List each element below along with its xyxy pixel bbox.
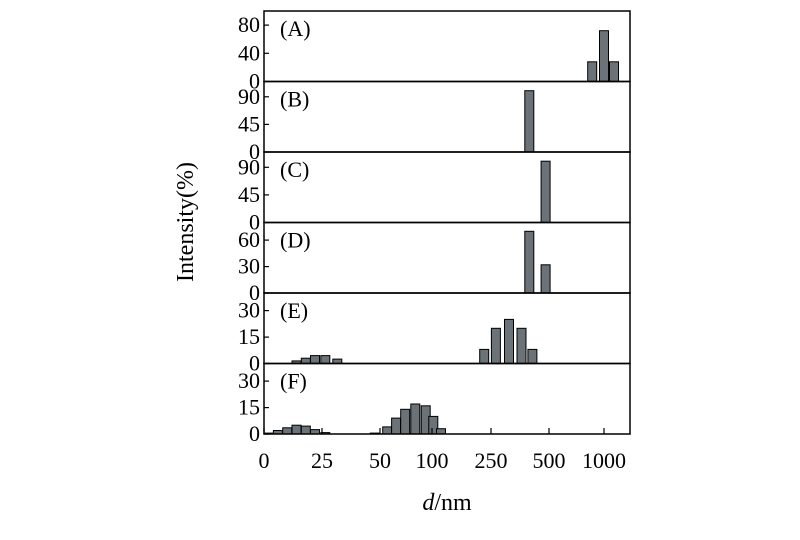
bar-b-0 bbox=[524, 90, 535, 153]
bar-d-0 bbox=[524, 230, 535, 294]
y-tick-label: 0 bbox=[249, 69, 260, 94]
bar-e-5 bbox=[479, 348, 490, 364]
bar-c-0 bbox=[540, 160, 551, 223]
bar-f-9 bbox=[391, 417, 402, 435]
panel-frame bbox=[263, 362, 631, 435]
bar-e-7 bbox=[504, 318, 514, 364]
x-tick-label: 50 bbox=[369, 448, 391, 473]
y-tick-label: 0 bbox=[249, 280, 260, 305]
y-axis-title: Intensity(%) bbox=[173, 162, 199, 282]
y-tick-label: 90 bbox=[238, 84, 260, 109]
bar-e-8 bbox=[516, 327, 527, 365]
y-tick-label: 45 bbox=[238, 182, 260, 207]
panel-frame bbox=[263, 80, 631, 153]
panel-label: (D) bbox=[280, 228, 311, 253]
panel-label: (B) bbox=[280, 87, 309, 112]
bar-f-10 bbox=[400, 408, 411, 435]
bar-a-2 bbox=[609, 61, 619, 82]
bar-e-2 bbox=[310, 355, 320, 365]
bar-e-1 bbox=[300, 357, 311, 365]
y-tick-label: 0 bbox=[249, 421, 260, 446]
bar-a-1 bbox=[599, 30, 609, 82]
bar-f-4 bbox=[300, 425, 311, 435]
bar-e-6 bbox=[490, 327, 501, 365]
y-tick-label: 40 bbox=[238, 40, 260, 65]
y-tick-label: 0 bbox=[249, 351, 260, 376]
bar-d-1 bbox=[540, 264, 551, 294]
x-tick-label: 0 bbox=[259, 448, 270, 473]
bar-a-0 bbox=[587, 61, 598, 82]
bar-e-9 bbox=[527, 348, 538, 364]
y-tick-label: 80 bbox=[238, 12, 260, 37]
x-axis-title: d/nm bbox=[422, 490, 472, 516]
panel-frame bbox=[263, 221, 631, 294]
y-tick-label: 30 bbox=[238, 368, 260, 393]
panel-label: (C) bbox=[280, 157, 309, 182]
y-tick-label: 0 bbox=[249, 210, 260, 235]
x-tick-label: 250 bbox=[475, 448, 508, 473]
panel-frame bbox=[263, 10, 631, 83]
bar-f-3 bbox=[291, 424, 302, 435]
x-tick-label: 500 bbox=[533, 448, 566, 473]
bar-f-14 bbox=[436, 428, 446, 435]
panel-label: (E) bbox=[280, 298, 308, 323]
x-tick-label: 100 bbox=[416, 448, 449, 473]
panel-frame bbox=[263, 292, 631, 365]
bar-f-2 bbox=[282, 427, 293, 435]
y-tick-label: 90 bbox=[238, 154, 260, 179]
bar-f-8 bbox=[382, 426, 393, 435]
y-tick-label: 15 bbox=[238, 395, 260, 420]
x-tick-label: 1000 bbox=[582, 448, 626, 473]
y-tick-label: 60 bbox=[238, 227, 260, 252]
panel-label: (A) bbox=[280, 16, 311, 41]
x-tick-label: 25 bbox=[311, 448, 333, 473]
panel-label: (F) bbox=[280, 369, 307, 394]
y-tick-label: 0 bbox=[249, 139, 260, 164]
y-tick-label: 30 bbox=[238, 254, 260, 279]
y-tick-label: 45 bbox=[238, 111, 260, 136]
bar-f-11 bbox=[410, 403, 421, 435]
panel-frame bbox=[263, 151, 631, 224]
y-tick-label: 15 bbox=[238, 324, 260, 349]
y-tick-label: 30 bbox=[238, 298, 260, 323]
bar-e-3 bbox=[320, 355, 331, 365]
